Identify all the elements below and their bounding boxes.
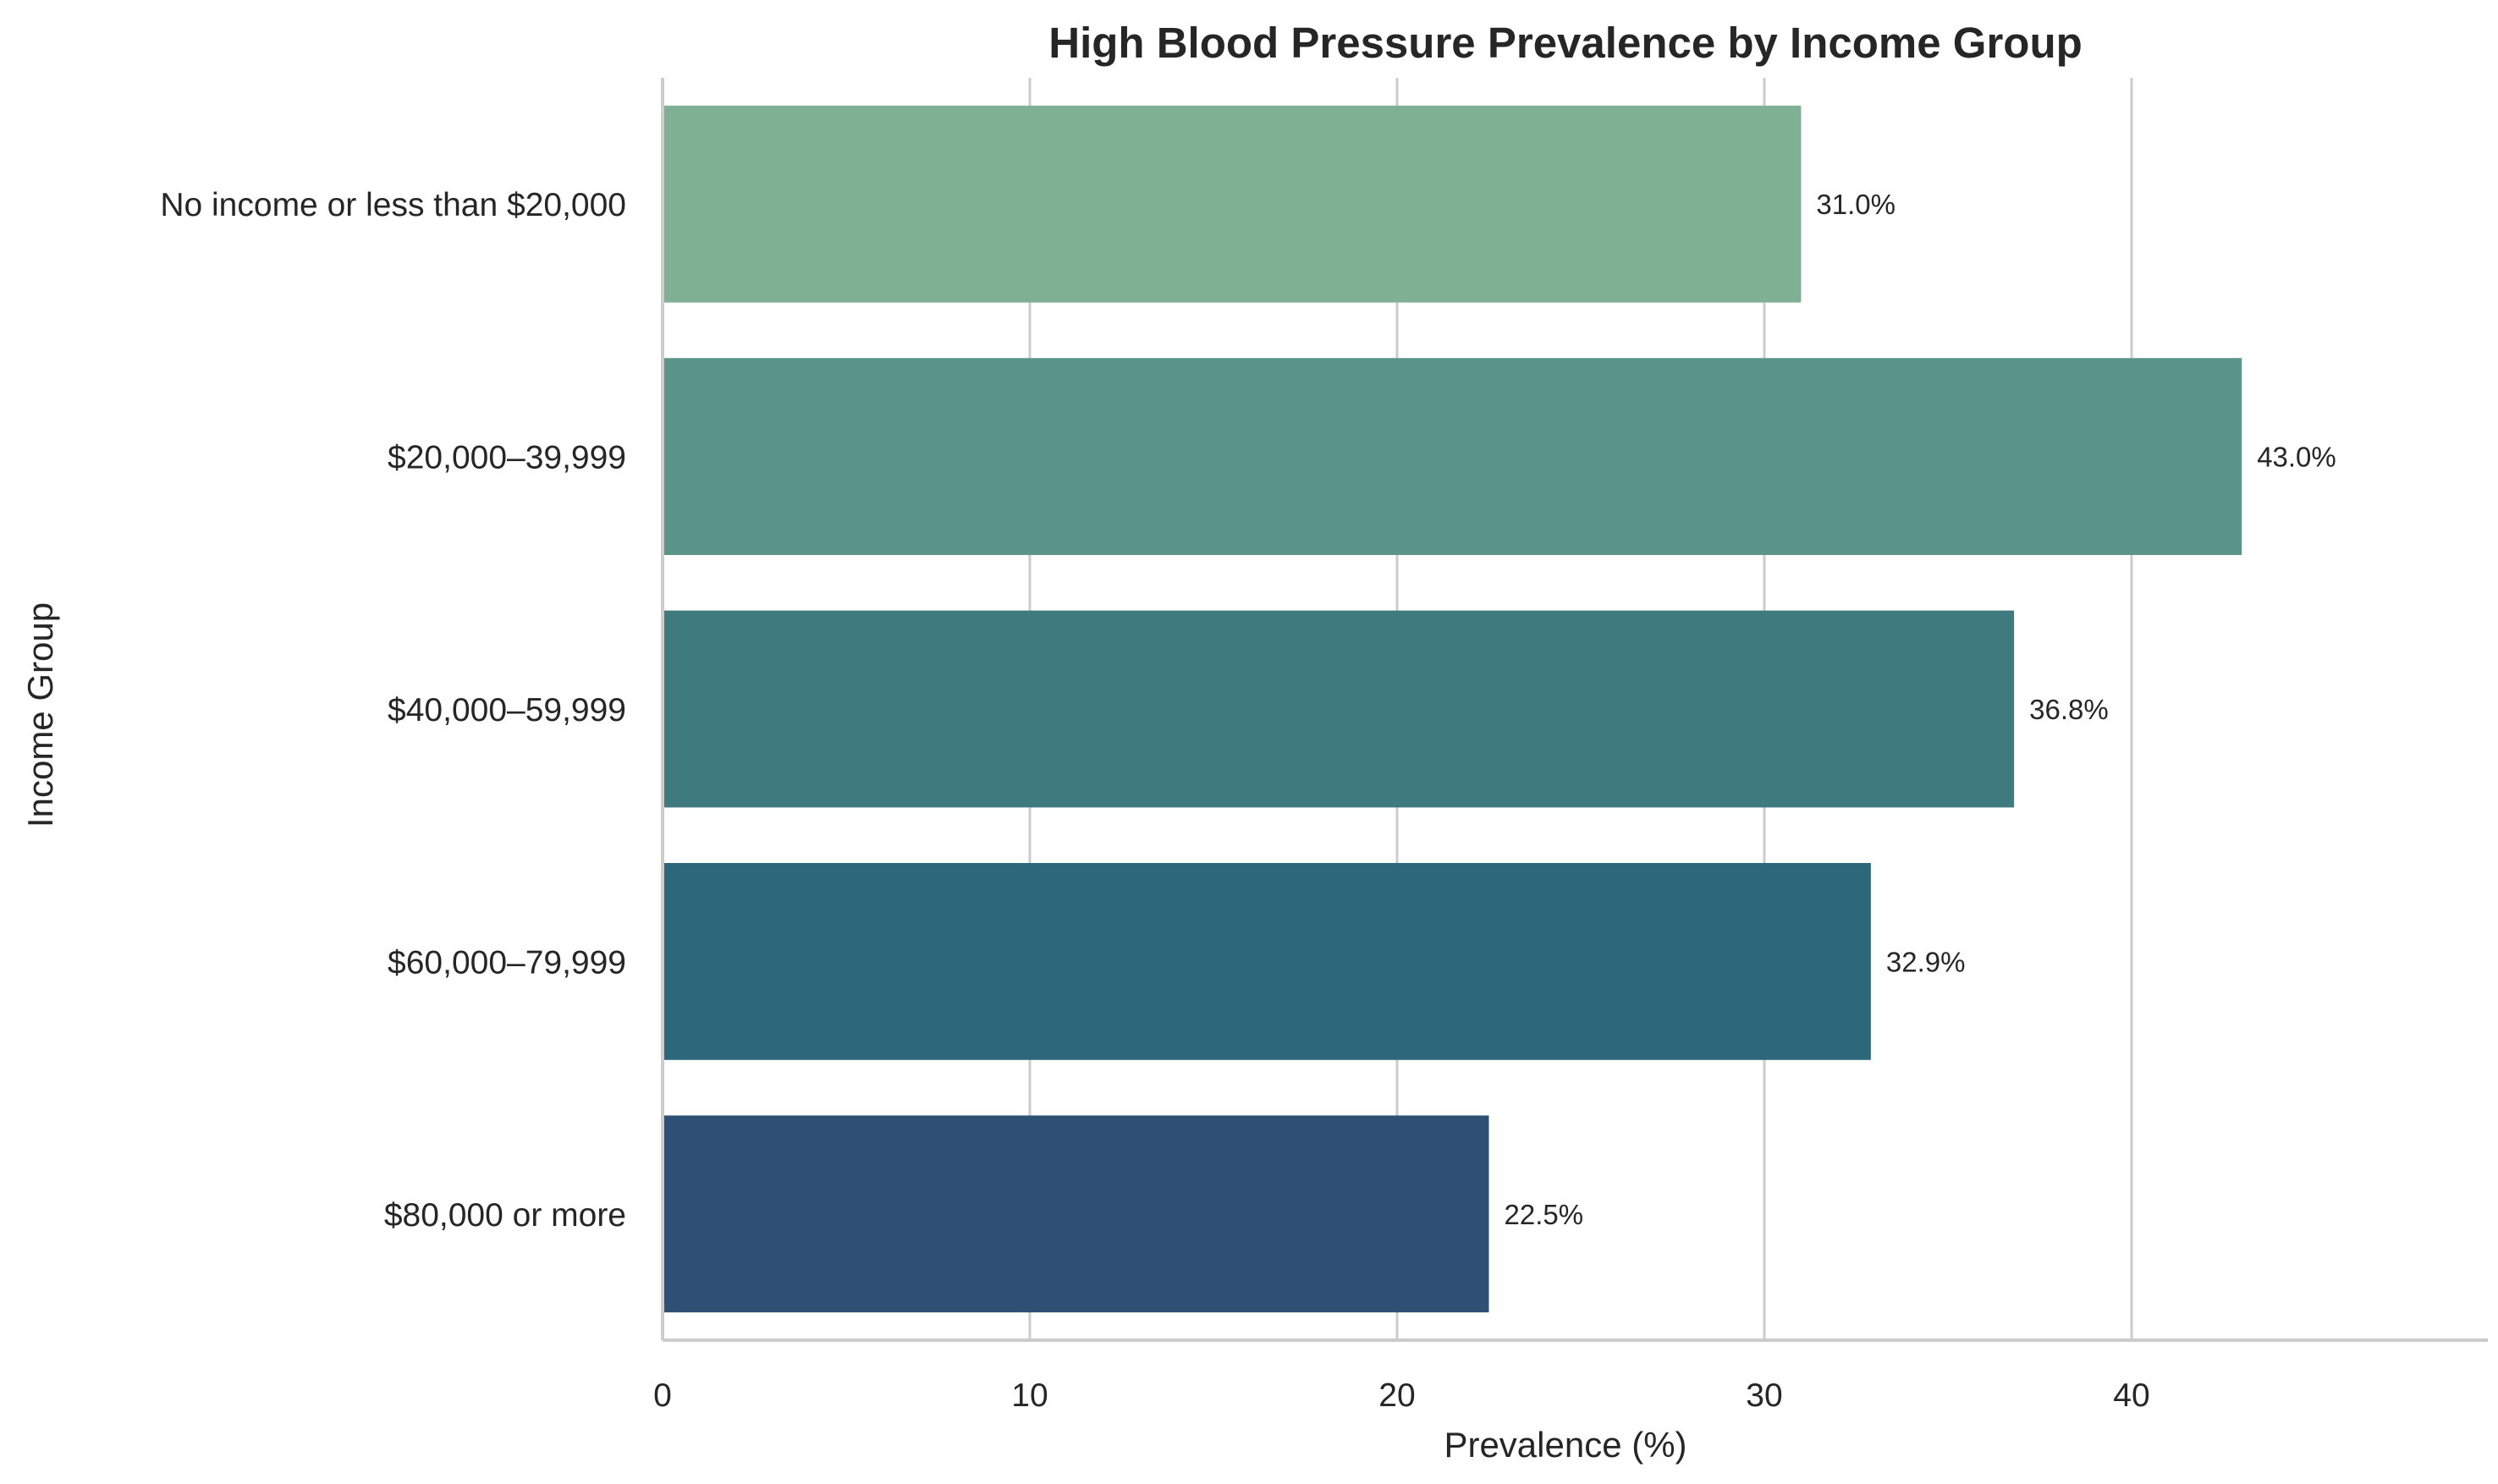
x-tick-labels: 0 10 20 30 40	[653, 1377, 2150, 1414]
x-tick-label: 20	[1378, 1377, 1415, 1414]
y-tick-labels: No income or less than $20,000 $20,000–39…	[160, 187, 626, 1234]
x-axis-label: Prevalence (%)	[1444, 1425, 1686, 1465]
value-label: 32.9%	[1886, 946, 1966, 977]
y-tick-label: $40,000–59,999	[388, 692, 626, 728]
value-labels: 31.0% 43.0% 36.8% 32.9% 22.5%	[1505, 189, 2336, 1230]
y-tick-label: $60,000–79,999	[388, 944, 626, 981]
value-label: 31.0%	[1816, 189, 1896, 220]
y-tick-label: $80,000 or more	[384, 1197, 626, 1234]
bar	[663, 610, 2015, 808]
y-axis-label: Income Group	[20, 602, 60, 827]
x-tick-label: 0	[653, 1377, 672, 1414]
bars	[663, 105, 2242, 1313]
x-tick-label: 10	[1011, 1377, 1048, 1414]
bar	[663, 358, 2242, 555]
value-label: 36.8%	[2029, 694, 2109, 725]
value-label: 43.0%	[2257, 442, 2336, 473]
value-label: 22.5%	[1505, 1199, 1584, 1230]
bar	[663, 863, 1871, 1060]
x-tick-label: 40	[2113, 1377, 2149, 1414]
x-tick-label: 30	[1746, 1377, 1782, 1414]
bar	[663, 1115, 1489, 1313]
chart-title: High Blood Pressure Prevalence by Income…	[1048, 19, 2083, 67]
y-tick-label: No income or less than $20,000	[160, 187, 626, 223]
bar	[663, 105, 1802, 303]
y-tick-label: $20,000–39,999	[388, 440, 626, 476]
